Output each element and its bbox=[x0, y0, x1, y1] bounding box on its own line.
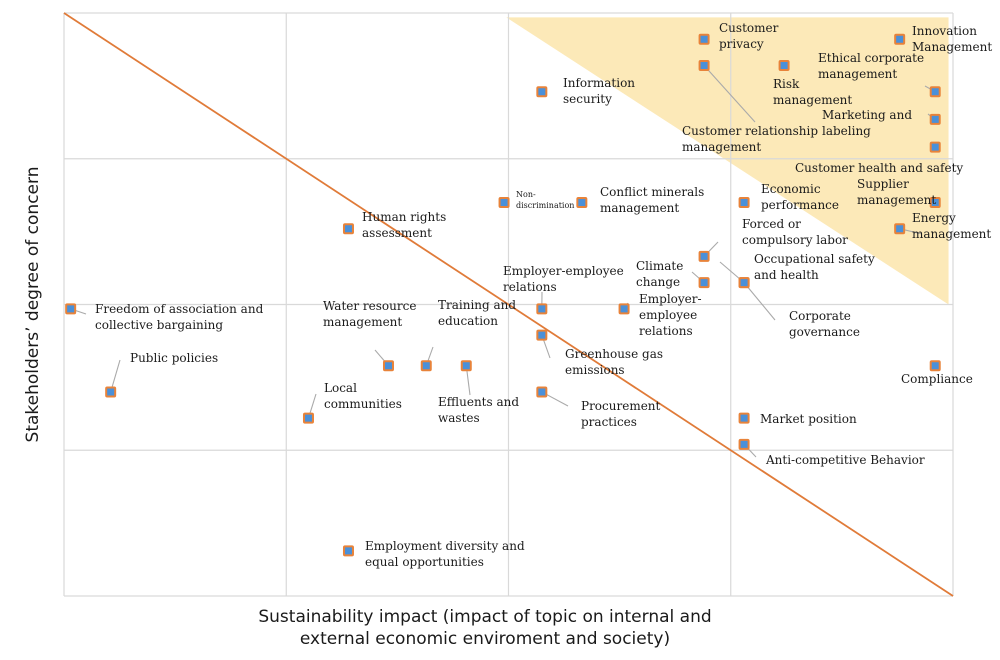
data-point-label: Supplier management bbox=[857, 177, 936, 207]
highlight-region bbox=[506, 17, 949, 305]
data-point-marker[interactable] bbox=[536, 303, 548, 315]
data-point-label: Marketing and labeling bbox=[822, 108, 912, 138]
data-point-marker[interactable] bbox=[698, 59, 710, 71]
data-point-marker[interactable] bbox=[618, 303, 630, 315]
data-point-marker[interactable] bbox=[738, 196, 750, 208]
data-point-marker[interactable] bbox=[698, 250, 710, 262]
data-point-label: Public policies bbox=[130, 351, 218, 365]
data-point-label: Greenhouse gas emissions bbox=[565, 347, 663, 377]
data-point-marker[interactable] bbox=[929, 86, 941, 98]
data-point-label: Local communities bbox=[324, 381, 402, 411]
data-point-label: Effluents and wastes bbox=[438, 395, 519, 425]
data-point-label: Freedom of association and collective bar… bbox=[95, 302, 264, 332]
data-point-label: Employer-employee relations bbox=[503, 264, 624, 294]
data-point-label: Corporate governance bbox=[789, 309, 860, 339]
data-point-label: Customer relationship management bbox=[682, 124, 818, 154]
data-point-label: Procurement practices bbox=[581, 399, 661, 429]
data-point-marker[interactable] bbox=[536, 329, 548, 341]
diagonal-trend-line bbox=[63, 12, 954, 597]
data-point-label: Water resource management bbox=[323, 299, 416, 329]
data-point-marker[interactable] bbox=[302, 412, 314, 424]
data-point-label: Employment diversity and equal opportunit… bbox=[365, 539, 525, 569]
data-point-marker[interactable] bbox=[382, 360, 394, 372]
data-point-label: Forced or compulsory labor bbox=[742, 217, 848, 247]
data-point-label: Human rights assessment bbox=[362, 210, 446, 240]
data-point-label: Information security bbox=[563, 76, 635, 106]
data-point-label: Ethical corporate management bbox=[818, 51, 924, 81]
data-point-label: Energy management bbox=[912, 211, 991, 241]
data-point-label: Conflict minerals management bbox=[600, 185, 704, 215]
data-point-marker[interactable] bbox=[576, 196, 588, 208]
data-point-marker[interactable] bbox=[778, 59, 790, 71]
data-point-label: Climate change bbox=[636, 259, 683, 289]
data-point-label: Compliance bbox=[901, 372, 973, 386]
y-axis-title: Stakeholders’ degree of concern bbox=[23, 167, 43, 443]
data-point-marker[interactable] bbox=[342, 545, 354, 557]
data-point-label: Market position bbox=[760, 412, 857, 426]
data-point-marker[interactable] bbox=[894, 223, 906, 235]
data-point-marker[interactable] bbox=[738, 277, 750, 289]
data-point-marker[interactable] bbox=[460, 360, 472, 372]
data-point-label: Occupational safety and health bbox=[754, 252, 875, 282]
data-point-marker[interactable] bbox=[929, 141, 941, 153]
data-point-marker[interactable] bbox=[738, 412, 750, 424]
data-point-marker[interactable] bbox=[929, 196, 941, 208]
data-point-label: Innovation Management bbox=[912, 24, 992, 54]
data-point-marker[interactable] bbox=[929, 113, 941, 125]
data-point-label: Anti-competitive Behavior bbox=[765, 453, 925, 467]
data-point-marker[interactable] bbox=[536, 86, 548, 98]
data-point-label: Risk management bbox=[773, 77, 852, 107]
data-point-label: Employer-employee relations bbox=[639, 292, 702, 338]
data-point-marker[interactable] bbox=[894, 33, 906, 45]
x-axis-title: Sustainability impact (impact of topic o… bbox=[258, 607, 711, 649]
data-point-marker[interactable] bbox=[929, 360, 941, 372]
data-point-marker[interactable] bbox=[536, 386, 548, 398]
data-point-label: Training and education bbox=[438, 298, 516, 328]
data-point-marker[interactable] bbox=[698, 277, 710, 289]
leader-line bbox=[743, 282, 776, 321]
data-point-marker[interactable] bbox=[738, 438, 750, 450]
data-point-marker[interactable] bbox=[105, 386, 117, 398]
data-point-marker[interactable] bbox=[698, 33, 710, 45]
data-point-label: Customer privacy bbox=[719, 21, 779, 51]
data-point-label: Economic performance bbox=[761, 182, 839, 212]
data-point-marker[interactable] bbox=[65, 303, 77, 315]
data-point-marker[interactable] bbox=[498, 196, 510, 208]
data-point-label: Customer health and safety bbox=[795, 161, 963, 175]
leader-line bbox=[703, 65, 756, 123]
data-point-marker[interactable] bbox=[342, 223, 354, 235]
data-point-label: Non-discrimination bbox=[516, 190, 574, 210]
data-point-marker[interactable] bbox=[420, 360, 432, 372]
